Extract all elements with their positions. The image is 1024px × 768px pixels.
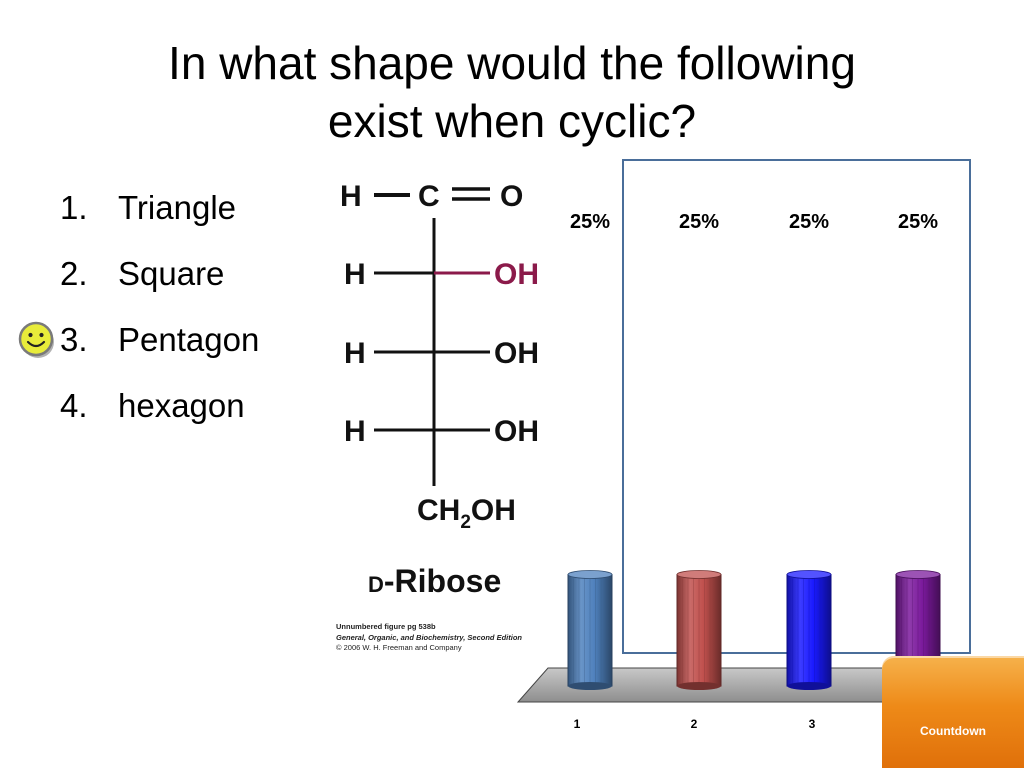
answer-label: Pentagon — [118, 321, 260, 358]
bar-2-base — [677, 682, 721, 690]
tick-label-1: 1 — [574, 717, 581, 731]
atom-h-row3: H — [344, 415, 366, 448]
credit-line-1: Unnumbered figure pg 538b — [336, 622, 436, 631]
value-label-4: 25% — [898, 211, 938, 233]
answer-list: 1. Triangle 2. Square 3. Pentagon 4. hexagon — [18, 188, 260, 452]
bar-3-base — [787, 682, 831, 690]
countdown-label: Countdown — [920, 724, 986, 738]
atom-h-top: H — [340, 180, 362, 213]
credit-line-3: © 2006 W. H. Freeman and Company — [336, 643, 462, 652]
ribose-structure: H C O H OH H OH H OH CH2OH D-Ribose — [340, 180, 539, 599]
bar-4-cap — [895, 570, 941, 579]
atom-oh-row3: OH — [494, 415, 539, 448]
smiley-correct-icon — [18, 321, 54, 358]
answer-label: Triangle — [118, 189, 236, 226]
figure-credit: Unnumbered figure pg 538b General, Organ… — [336, 622, 522, 654]
molecule-name: D-Ribose — [368, 563, 501, 599]
countdown-button[interactable]: Countdown — [882, 656, 1024, 768]
answer-number: 2. — [60, 255, 88, 292]
atom-oh-row1: OH — [494, 258, 539, 291]
bar-1-base — [568, 682, 612, 690]
atom-c-top: C — [418, 180, 440, 213]
tick-label-2: 2 — [691, 717, 698, 731]
answer-number: 4. — [60, 387, 88, 424]
answer-item-3[interactable]: 3. Pentagon — [18, 320, 260, 386]
answer-label: hexagon — [118, 387, 245, 424]
tick-label-3: 3 — [809, 717, 816, 731]
answer-item-2[interactable]: 2. Square — [60, 254, 259, 320]
answer-item-4[interactable]: 4. hexagon — [60, 386, 259, 452]
value-label-1: 25% — [570, 211, 610, 233]
bar-3-cap — [786, 570, 832, 579]
answer-number: 3. — [60, 321, 88, 358]
atom-h-row2: H — [344, 337, 366, 370]
atom-h-row1: H — [344, 258, 366, 291]
bar-1-cap — [567, 570, 613, 579]
credit-line-2: General, Organic, and Biochemistry, Seco… — [336, 632, 523, 642]
atom-oh-row2: OH — [494, 337, 539, 370]
title-line-1: In what shape would the following — [168, 37, 856, 89]
value-label-3: 25% — [789, 211, 829, 233]
answer-number: 1. — [60, 189, 88, 226]
answer-item-1[interactable]: 1. Triangle — [60, 188, 259, 254]
group-ch2oh: CH2OH — [417, 494, 516, 533]
slide-title: In what shape would the following exist … — [0, 34, 1024, 150]
bar-2-cap — [676, 570, 722, 579]
value-label-2: 25% — [679, 211, 719, 233]
title-line-2: exist when cyclic? — [327, 95, 697, 147]
atom-o-top: O — [500, 180, 523, 213]
answer-label: Square — [118, 255, 225, 292]
